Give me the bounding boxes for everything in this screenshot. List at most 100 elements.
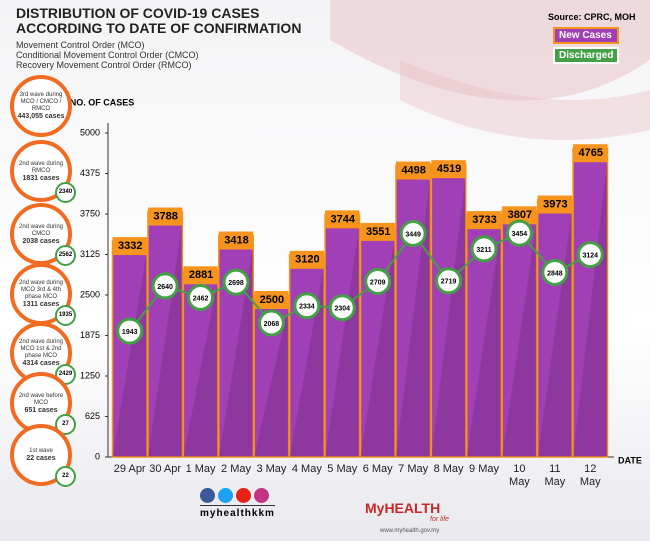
point-label: 3449 bbox=[405, 231, 421, 238]
summary-discharged: 1935 bbox=[55, 305, 76, 326]
point bbox=[116, 317, 144, 345]
value-label: 4498 bbox=[401, 164, 425, 176]
point bbox=[435, 267, 463, 295]
legend-item: Discharged bbox=[553, 47, 620, 64]
subtitle: Movement Control Order (MCO) Conditional… bbox=[16, 40, 199, 70]
x-tick-label: 4 May bbox=[291, 463, 322, 475]
value-label-box bbox=[395, 161, 431, 180]
point bbox=[470, 235, 498, 263]
x-tick-label: 8 May bbox=[433, 463, 464, 475]
legend-item: New Cases bbox=[553, 27, 620, 44]
point bbox=[541, 258, 569, 286]
point bbox=[222, 268, 250, 296]
social-handle: myhealthkkm bbox=[200, 505, 275, 519]
summary-label: 1st wave bbox=[29, 448, 53, 454]
summary-discharged: 2562 bbox=[55, 245, 76, 266]
bar-shade bbox=[218, 245, 254, 457]
source: Source: CPRC, MOH bbox=[548, 12, 636, 22]
x-tick-label: 11 May bbox=[544, 463, 566, 488]
point-label: 2709 bbox=[370, 279, 386, 286]
value-label: 3973 bbox=[543, 198, 567, 210]
point bbox=[187, 283, 215, 311]
bar bbox=[288, 254, 325, 458]
title-line: DISTRIBUTION OF COVID-19 CASES bbox=[16, 5, 260, 21]
bar-shade bbox=[112, 251, 147, 457]
bar bbox=[430, 163, 467, 458]
point-label: 3124 bbox=[582, 252, 598, 259]
x-tick-label: 2 May bbox=[221, 463, 251, 475]
bar bbox=[324, 213, 361, 458]
x-tick-label: 10 May bbox=[509, 463, 530, 488]
subtitle-line: Conditional Movement Control Order (CMCO… bbox=[16, 50, 199, 60]
value-label: 3551 bbox=[366, 226, 390, 238]
point-label: 1943 bbox=[122, 329, 138, 336]
x-tick-label: 3 May bbox=[256, 463, 287, 475]
x-tick-label: 12 May bbox=[579, 463, 601, 488]
summary-label: 2nd wave before MCO bbox=[18, 392, 64, 406]
value-label-box bbox=[466, 211, 502, 230]
point bbox=[576, 241, 604, 269]
point bbox=[505, 219, 533, 247]
value-label: 3744 bbox=[331, 213, 356, 225]
icon bbox=[218, 488, 233, 503]
value-label-box bbox=[573, 144, 608, 163]
summary-circle: 2nd wave during MCO 3rd & 4th phase MCO 1… bbox=[10, 263, 72, 325]
bar-shade bbox=[502, 220, 537, 457]
y-tick-label: 625 bbox=[85, 411, 100, 421]
point-label: 2640 bbox=[157, 284, 173, 291]
point-label: 2698 bbox=[228, 280, 244, 287]
bar bbox=[536, 198, 573, 458]
value-label-box bbox=[502, 206, 537, 225]
summary-label: 2nd wave during RMCO bbox=[18, 160, 64, 174]
point-label: 2719 bbox=[441, 279, 457, 286]
point-label: 2334 bbox=[299, 304, 315, 311]
x-tick-label: 6 May bbox=[362, 463, 393, 475]
value-label-box bbox=[218, 231, 254, 250]
x-tick-label: 1 May bbox=[185, 463, 216, 475]
value-label: 2500 bbox=[260, 294, 284, 306]
x-tick-label: 9 May bbox=[469, 463, 499, 475]
title: DISTRIBUTION OF COVID-19 CASES ACCORDING… bbox=[16, 6, 301, 36]
y-tick-label: 4375 bbox=[80, 168, 100, 178]
subtitle-line: Movement Control Order (MCO) bbox=[16, 40, 145, 50]
point bbox=[293, 292, 321, 320]
value-label: 3120 bbox=[295, 254, 319, 266]
value-label-box bbox=[147, 207, 183, 226]
icon bbox=[236, 488, 251, 503]
summary-label: 2nd wave during CMCO bbox=[18, 223, 64, 237]
legend: New Cases Discharged bbox=[553, 24, 620, 64]
y-tick-label: 0 bbox=[95, 451, 100, 461]
summary-cases: 651 cases bbox=[24, 406, 58, 414]
value-label: 4519 bbox=[437, 163, 461, 175]
value-label-box bbox=[360, 222, 395, 241]
y-tick-label: 3125 bbox=[80, 249, 100, 259]
bar-shade bbox=[254, 305, 289, 457]
x-tick-label: 30 Apr bbox=[149, 463, 182, 475]
value-label-box bbox=[325, 210, 360, 229]
icon bbox=[200, 488, 215, 503]
url: www.myhealth.gov.my bbox=[380, 528, 440, 534]
point bbox=[399, 220, 427, 248]
value-label-box bbox=[537, 195, 573, 214]
point-label: 2068 bbox=[264, 321, 280, 328]
value-label-box bbox=[289, 250, 325, 269]
summary-cases: 1831 cases bbox=[22, 174, 60, 182]
value-label-box bbox=[183, 266, 218, 285]
x-tick-label: 7 May bbox=[398, 463, 429, 475]
bar-shade bbox=[573, 158, 608, 457]
bar bbox=[395, 164, 432, 458]
icon bbox=[254, 488, 269, 503]
point-label: 2848 bbox=[547, 270, 563, 277]
value-label-box bbox=[431, 160, 466, 179]
x-tick-label: 5 May bbox=[327, 463, 358, 475]
value-label: 3807 bbox=[508, 209, 532, 221]
summary-cases: 22 cases bbox=[26, 455, 56, 462]
point bbox=[151, 272, 179, 300]
value-label: 4765 bbox=[579, 147, 603, 159]
point-label: 2304 bbox=[334, 306, 350, 313]
summary-circle: 3rd wave during MCO / CMCO / RMCO 443,055… bbox=[10, 75, 72, 137]
value-label-box bbox=[112, 237, 147, 256]
value-label-box bbox=[254, 291, 289, 309]
